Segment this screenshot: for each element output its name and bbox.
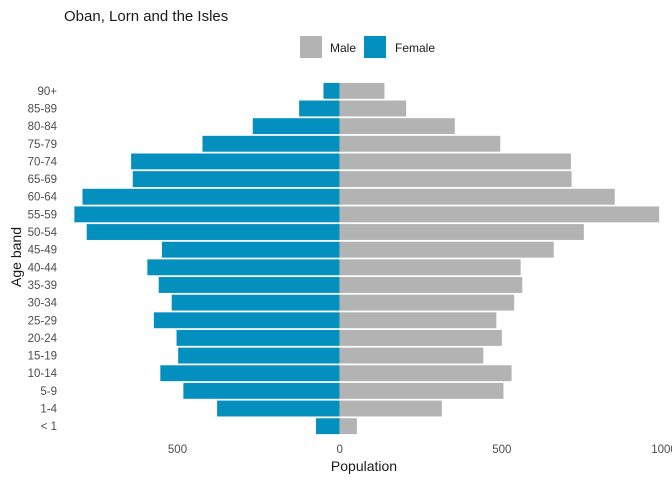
bar-male-2: [339, 382, 504, 399]
bar-male-4: [339, 347, 484, 364]
y-tick-label: 60-64: [28, 192, 58, 204]
bar-male-16: [339, 135, 501, 152]
bar-male-10: [339, 241, 554, 258]
bar-female-15: [131, 153, 340, 170]
bar-female-1: [217, 400, 340, 417]
bar-female-8: [158, 277, 340, 293]
chart-title: Oban, Lorn and the Isles: [64, 8, 228, 25]
bar-female-5: [176, 329, 340, 346]
y-tick-label: 75-79: [28, 139, 57, 151]
x-tick-label: 500: [168, 444, 187, 456]
bar-male-5: [339, 329, 502, 346]
y-tick-label: 45-49: [28, 245, 57, 257]
bar-male-7: [339, 294, 515, 311]
y-tick-label: 50-54: [28, 227, 58, 239]
y-tick-label: 15-19: [28, 351, 57, 363]
y-tick-label: 30-34: [28, 298, 58, 310]
bar-female-11: [86, 224, 340, 240]
bar-male-1: [339, 400, 442, 417]
bar-female-16: [202, 135, 340, 152]
y-tick-label: < 1: [41, 421, 57, 433]
bar-male-0: [339, 418, 357, 435]
x-tick-label: 0: [336, 444, 342, 456]
bar-female-13: [82, 188, 340, 205]
y-tick-label: 10-14: [28, 368, 58, 380]
x-axis-tick-labels: 500 0 500 1000: [168, 444, 672, 456]
bar-male-15: [339, 153, 571, 170]
bar-male-19: [339, 82, 385, 99]
bar-female-14: [132, 171, 340, 188]
y-tick-label: 85-89: [28, 103, 57, 115]
bar-female-6: [153, 312, 340, 329]
legend-swatch-female: [364, 36, 386, 58]
legend-label-female: Female: [395, 41, 435, 55]
y-tick-label: 80-84: [28, 121, 58, 133]
y-tick-label: 20-24: [28, 333, 58, 345]
bar-female-2: [183, 382, 340, 399]
x-tick-label: 500: [492, 444, 511, 456]
bar-female-18: [299, 100, 340, 117]
y-tick-label: 90+: [37, 86, 57, 98]
y-tick-label: 40-44: [28, 262, 58, 274]
legend: Male Female: [300, 36, 435, 58]
bar-female-0: [316, 418, 340, 435]
bar-female-19: [323, 82, 340, 99]
y-tick-label: 55-59: [28, 209, 57, 221]
y-axis-tick-labels: < 1 1-4 5-9 10-14 15-19 20-24 25-29 30-34 35-39 4…: [28, 86, 58, 433]
bar-male-18: [339, 100, 407, 117]
bar-layer: [74, 82, 660, 435]
y-tick-label: 65-69: [28, 174, 57, 186]
bar-male-14: [339, 171, 572, 188]
legend-label-male: Male: [330, 41, 356, 55]
bar-male-8: [339, 277, 523, 293]
bar-female-17: [252, 118, 340, 135]
x-tick-label: 1000: [651, 444, 672, 456]
x-axis-title: Population: [331, 458, 397, 474]
y-tick-label: 1-4: [40, 404, 57, 416]
y-tick-label: 35-39: [28, 280, 57, 292]
bar-female-9: [147, 259, 340, 276]
bar-male-9: [339, 259, 521, 276]
y-axis-title: Age band: [8, 227, 24, 287]
y-tick-label: 5-9: [40, 386, 57, 398]
bar-male-13: [339, 188, 615, 205]
bar-female-10: [161, 241, 340, 258]
legend-swatch-male: [300, 36, 322, 58]
y-tick-label: 25-29: [28, 315, 57, 327]
bar-male-12: [339, 206, 660, 223]
bar-female-7: [171, 294, 340, 311]
bar-male-6: [339, 312, 497, 329]
bar-female-12: [74, 206, 340, 223]
bar-male-11: [339, 224, 584, 240]
bar-female-4: [178, 347, 340, 364]
bar-male-17: [339, 118, 455, 135]
bar-male-3: [339, 365, 512, 382]
bar-female-3: [160, 365, 340, 382]
y-tick-label: 70-74: [28, 156, 58, 168]
